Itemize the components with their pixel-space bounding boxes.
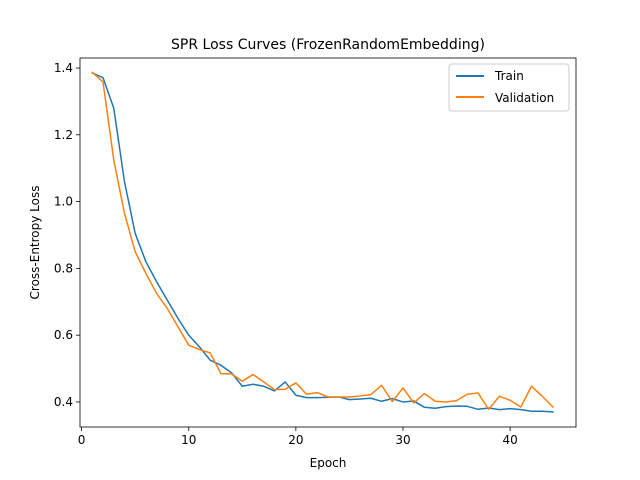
legend-label-train: Train — [494, 69, 524, 83]
y-axis: 0.4 0.6 0.8 1.0 1.2 1.4 — [54, 61, 80, 409]
y-tick-label: 1.4 — [54, 61, 73, 75]
x-axis-label: Epoch — [310, 456, 347, 470]
y-axis-label: Cross-Entropy Loss — [28, 186, 42, 300]
y-tick-label: 0.6 — [54, 328, 73, 342]
legend-label-validation: Validation — [495, 91, 554, 105]
x-tick-label: 30 — [395, 433, 410, 447]
y-tick-label: 1.0 — [54, 195, 73, 209]
plot-area — [91, 71, 555, 413]
chart-title: SPR Loss Curves (FrozenRandomEmbedding) — [171, 37, 485, 53]
x-tick-label: 20 — [288, 433, 303, 447]
legend: Train Validation — [448, 63, 570, 112]
axes-frame — [79, 57, 577, 428]
x-axis: 0 10 20 30 40 — [78, 427, 518, 447]
series-line-validation — [91, 71, 555, 411]
y-tick-label: 0.8 — [54, 261, 73, 275]
y-tick-label: 0.4 — [54, 395, 73, 409]
y-tick-label: 1.2 — [54, 128, 73, 142]
x-tick-label: 40 — [502, 433, 517, 447]
series-line-train — [91, 72, 554, 413]
x-tick-label: 10 — [181, 433, 196, 447]
x-tick-label: 0 — [78, 433, 86, 447]
